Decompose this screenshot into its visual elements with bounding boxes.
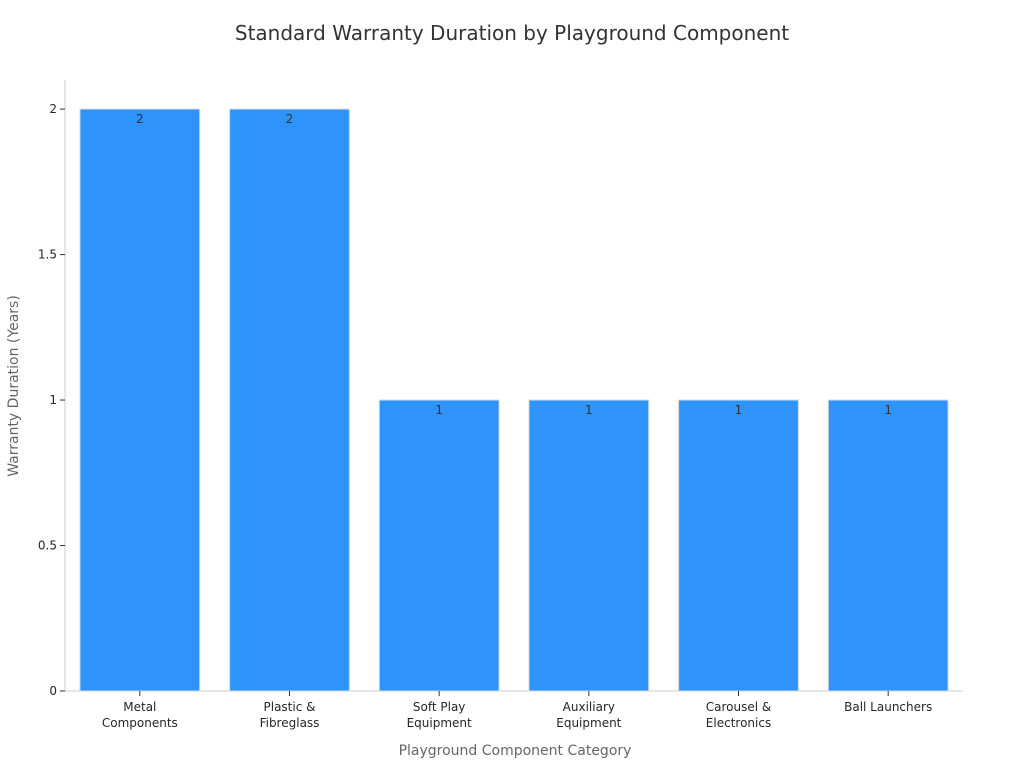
y-axis-title: Warranty Duration (Years): [6, 295, 22, 477]
bar: [827, 399, 949, 692]
x-tick-label: Metal Components: [102, 700, 178, 730]
x-tick-label: Plastic & Fibreglass: [260, 700, 320, 730]
bar-value-label: 2: [136, 112, 144, 126]
y-tick-label: 1: [49, 393, 57, 407]
x-axis-title: Playground Component Category: [399, 743, 632, 759]
y-tick-label: 0: [49, 684, 57, 698]
chart-title: Standard Warranty Duration by Playground…: [235, 21, 789, 45]
x-tick-label: Carousel & Electronics: [706, 700, 772, 730]
bar-value-label: 1: [884, 403, 892, 417]
x-tick-label: Ball Launchers: [844, 700, 932, 714]
x-tick-label: Soft Play Equipment: [407, 700, 472, 730]
y-tick-label: 1.5: [38, 248, 57, 262]
bar: [229, 108, 350, 692]
bar-value-label: 1: [735, 403, 743, 417]
bar: [378, 399, 500, 692]
bar: [79, 108, 201, 692]
plot-area: 0 0.5 1 1.5 2 2 Metal Components 2 Plastic & Fibre…: [38, 80, 963, 730]
bar-value-label: 1: [435, 403, 443, 417]
x-tick-label: Auxiliary Equipment: [556, 700, 621, 730]
y-tick-label: 0.5: [38, 539, 57, 553]
y-tick-label: 2: [49, 102, 57, 116]
bar: [678, 399, 799, 692]
bar: [528, 399, 650, 692]
bar-value-label: 1: [585, 403, 593, 417]
bar-value-label: 2: [286, 112, 294, 126]
